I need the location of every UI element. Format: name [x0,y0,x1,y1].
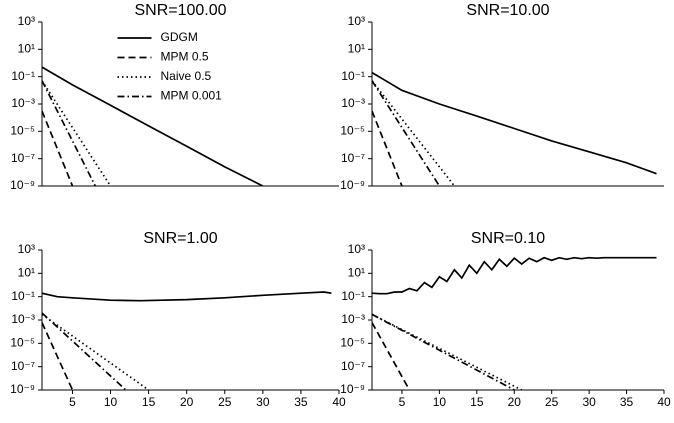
x-tick-label: 30 [582,395,596,409]
y-tick-label: 10⁻¹ [341,289,365,303]
panel-title: SNR=100.00 [134,2,226,19]
y-tick-label: 10⁻⁷ [341,151,365,165]
x-tick-label: 25 [218,395,232,409]
x-tick-label: 15 [470,395,484,409]
y-tick-label: 10³ [18,14,35,28]
x-tick-label: 15 [142,395,156,409]
y-tick-label: 10⁻³ [341,312,365,326]
series-line [42,80,112,186]
panel-title: SNR=10.00 [466,2,549,19]
y-tick-label: 10⁻¹ [11,289,35,303]
series-line [372,110,403,186]
y-tick-label: 10¹ [18,266,35,280]
series-line [42,66,264,186]
x-tick-label: 30 [256,395,270,409]
panel-title: SNR=1.00 [143,230,217,247]
panel: SNR=10.00 10³ 10¹ 10⁻¹ 10⁻³ 10⁻⁵ 10⁻⁷ 10⁻⁹ [340,2,664,192]
x-tick-label: 10 [104,395,118,409]
legend-label: GDGM [161,30,198,44]
y-tick-label: 10⁻⁷ [341,359,365,373]
series-line [372,322,411,390]
panel: SNR=1.00 10³ 10¹ 10⁻¹ 10⁻³ 10⁻⁵ 10⁻⁷ 10⁻⁹ 5 10 15 2… [10,230,346,409]
y-tick-label: 10⁻³ [11,312,35,326]
legend-label: Naive 0.5 [161,69,212,83]
series-line [372,256,657,295]
y-tick-label: 10³ [348,14,365,28]
y-tick-label: 10⁻⁵ [10,124,35,138]
series-line [372,71,657,175]
panel: SNR=0.10 10³ 10¹ 10⁻¹ 10⁻³ 10⁻⁵ 10⁻⁷ 10⁻⁹ 5 10 15 2… [340,230,671,409]
y-tick-label: 10⁻⁹ [340,382,365,396]
y-tick-label: 10⁻⁷ [11,151,35,165]
panel-title: SNR=0.10 [471,230,545,247]
y-tick-label: 10³ [348,242,365,256]
y-tick-label: 10⁻⁵ [340,124,365,138]
x-tick-label: 10 [433,395,447,409]
series-line [42,110,74,186]
y-tick-label: 10⁻⁹ [10,178,35,192]
x-tick-label: 20 [508,395,522,409]
y-tick-label: 10⁻¹ [341,69,365,83]
x-tick-label: 25 [545,395,559,409]
x-tick-label: 5 [399,395,406,409]
series-line [372,80,441,186]
y-tick-label: 10⁻⁵ [10,336,35,350]
y-tick-label: 10⁻⁷ [11,359,35,373]
x-tick-label: 40 [332,395,346,409]
x-tick-label: 35 [620,395,634,409]
y-tick-label: 10⁻⁹ [340,178,365,192]
x-tick-label: 35 [294,395,308,409]
series-line [42,312,127,390]
panel: SNR=100.00 10³ 10¹ 10⁻¹ 10⁻³ 10⁻⁵ 10⁻⁷ 10⁻⁹ GDGM… [10,2,339,192]
y-tick-label: 10⁻⁹ [10,382,35,396]
y-tick-label: 10⁻⁵ [340,336,365,350]
legend-label: MPM 0.001 [161,89,223,103]
x-tick-label: 20 [180,395,194,409]
y-tick-label: 10¹ [348,42,365,56]
series-line [42,322,74,390]
series-line [42,291,332,302]
y-tick-label: 10¹ [18,42,35,56]
legend: GDGM MPM 0.5 Naive 0.5 MPM 0.001 [117,30,223,103]
legend-label: MPM 0.5 [161,50,209,64]
y-tick-label: 10¹ [348,266,365,280]
series-line [372,313,515,390]
series-line [372,80,456,186]
y-tick-label: 10⁻¹ [11,69,35,83]
series-line [42,313,150,390]
y-tick-label: 10⁻³ [341,96,365,110]
series-line [372,313,523,390]
x-tick-label: 5 [69,395,76,409]
series-line [42,80,97,186]
x-tick-label: 40 [657,395,671,409]
y-tick-label: 10⁻³ [11,96,35,110]
y-tick-label: 10³ [18,242,35,256]
